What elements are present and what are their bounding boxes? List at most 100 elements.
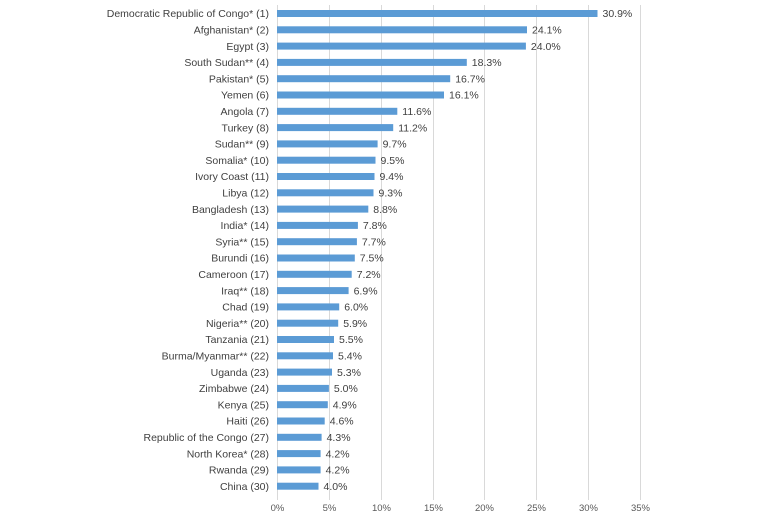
category-label: Nigeria** (20) bbox=[206, 318, 269, 330]
bar bbox=[277, 384, 329, 392]
category-label: Kenya (25) bbox=[218, 399, 269, 411]
category-label: India* (14) bbox=[221, 220, 269, 232]
x-tick-label: 0% bbox=[271, 503, 285, 514]
bar bbox=[277, 238, 357, 246]
bar bbox=[277, 156, 376, 164]
x-tick-label: 30% bbox=[579, 503, 599, 514]
category-label: Burundi (16) bbox=[211, 253, 269, 265]
data-label: 4.2% bbox=[326, 448, 350, 460]
x-tick-label: 35% bbox=[631, 503, 651, 514]
category-label: Syria** (15) bbox=[215, 236, 269, 248]
data-label: 24.1% bbox=[532, 25, 562, 37]
data-label: 6.0% bbox=[344, 302, 368, 314]
category-label: South Sudan** (4) bbox=[184, 57, 269, 69]
category-label: Turkey (8) bbox=[222, 122, 269, 134]
category-label: Democratic Republic of Congo* (1) bbox=[107, 8, 269, 20]
category-label: Egypt (3) bbox=[226, 41, 269, 53]
bar bbox=[277, 205, 369, 213]
bar bbox=[277, 254, 355, 262]
category-label: Haiti (26) bbox=[226, 416, 269, 428]
category-label: Rwanda (29) bbox=[209, 465, 269, 477]
category-label: China (30) bbox=[220, 481, 269, 493]
bar bbox=[277, 124, 394, 132]
data-label: 6.9% bbox=[354, 285, 378, 297]
bar bbox=[277, 58, 467, 66]
bar bbox=[277, 336, 334, 343]
data-label: 24.0% bbox=[531, 41, 561, 53]
bar bbox=[277, 287, 349, 295]
data-label: 5.3% bbox=[337, 367, 361, 379]
data-label: 11.2% bbox=[398, 122, 427, 134]
data-label: 8.8% bbox=[373, 204, 397, 216]
bar bbox=[277, 221, 358, 229]
x-tick-label: 25% bbox=[527, 503, 547, 514]
x-axis-tick-labels: 0% 5% 10% 15% 20% 25% 30% 35% bbox=[271, 503, 651, 514]
bar bbox=[277, 10, 598, 17]
bar bbox=[277, 352, 333, 360]
bar bbox=[277, 401, 328, 409]
data-label: 9.3% bbox=[379, 188, 403, 200]
x-tick-label: 10% bbox=[372, 503, 392, 514]
data-label: 9.5% bbox=[381, 155, 405, 167]
data-label: 7.2% bbox=[357, 269, 381, 281]
x-tick-label: 5% bbox=[323, 503, 337, 514]
x-tick-label: 15% bbox=[424, 503, 444, 514]
data-label: 4.6% bbox=[330, 416, 354, 428]
category-label: North Korea* (28) bbox=[187, 448, 269, 460]
data-label: 4.2% bbox=[326, 465, 350, 477]
bars bbox=[277, 10, 598, 490]
category-label: Angola (7) bbox=[221, 106, 269, 118]
data-label: 4.9% bbox=[333, 399, 357, 411]
category-label: Sudan** (9) bbox=[215, 139, 269, 151]
bar bbox=[277, 319, 339, 327]
bar bbox=[277, 368, 332, 376]
category-label: Bangladesh (13) bbox=[192, 204, 269, 216]
x-tick-label: 20% bbox=[475, 503, 495, 514]
data-label: 16.7% bbox=[455, 73, 485, 85]
category-label: Afghanistan* (2) bbox=[194, 25, 269, 37]
data-label: 9.4% bbox=[380, 171, 404, 183]
category-label: Iraq** (18) bbox=[221, 285, 269, 297]
category-labels: Democratic Republic of Congo* (1) Afghani… bbox=[107, 8, 269, 493]
data-label: 9.7% bbox=[383, 139, 407, 151]
bar bbox=[277, 75, 451, 83]
category-label: Pakistan* (5) bbox=[209, 73, 269, 85]
bar bbox=[277, 433, 322, 441]
category-label: Cameroon (17) bbox=[198, 269, 269, 281]
bar bbox=[277, 140, 378, 148]
category-label: Tanzania (21) bbox=[205, 334, 269, 346]
data-label: 30.9% bbox=[603, 8, 633, 20]
bar bbox=[277, 417, 325, 425]
bar bbox=[277, 91, 444, 99]
data-label: 4.0% bbox=[324, 481, 348, 493]
data-label: 18.3% bbox=[472, 57, 502, 69]
category-label: Ivory Coast (11) bbox=[195, 171, 269, 183]
category-label: Uganda (23) bbox=[211, 367, 269, 379]
data-label: 4.3% bbox=[327, 432, 351, 444]
data-label: 5.9% bbox=[343, 318, 367, 330]
data-label: 5.0% bbox=[334, 383, 358, 395]
data-label: 7.5% bbox=[360, 253, 384, 265]
bar bbox=[277, 270, 352, 278]
category-label: Burma/Myanmar** (22) bbox=[162, 351, 269, 363]
bar bbox=[277, 482, 319, 490]
bar bbox=[277, 107, 398, 115]
data-label: 11.6% bbox=[402, 106, 431, 118]
bar bbox=[277, 466, 321, 474]
bar bbox=[277, 26, 527, 34]
category-label: Somalia* (10) bbox=[205, 155, 269, 167]
bar bbox=[277, 303, 340, 311]
bar bbox=[277, 189, 374, 197]
category-label: Libya (12) bbox=[222, 188, 269, 200]
data-label: 16.1% bbox=[449, 90, 479, 102]
data-label: 5.4% bbox=[338, 351, 362, 363]
value-labels: 30.9% 24.1% 24.0% 18.3% 16.7% 16.1% 11.6% 11.2%… bbox=[324, 8, 633, 493]
data-label: 5.5% bbox=[339, 334, 363, 346]
bar bbox=[277, 173, 375, 180]
category-label: Zimbabwe (24) bbox=[199, 383, 269, 395]
data-label: 7.8% bbox=[363, 220, 387, 232]
category-label: Chad (19) bbox=[222, 302, 269, 314]
category-label: Yemen (6) bbox=[221, 90, 269, 102]
category-label: Republic of the Congo (27) bbox=[144, 432, 270, 444]
